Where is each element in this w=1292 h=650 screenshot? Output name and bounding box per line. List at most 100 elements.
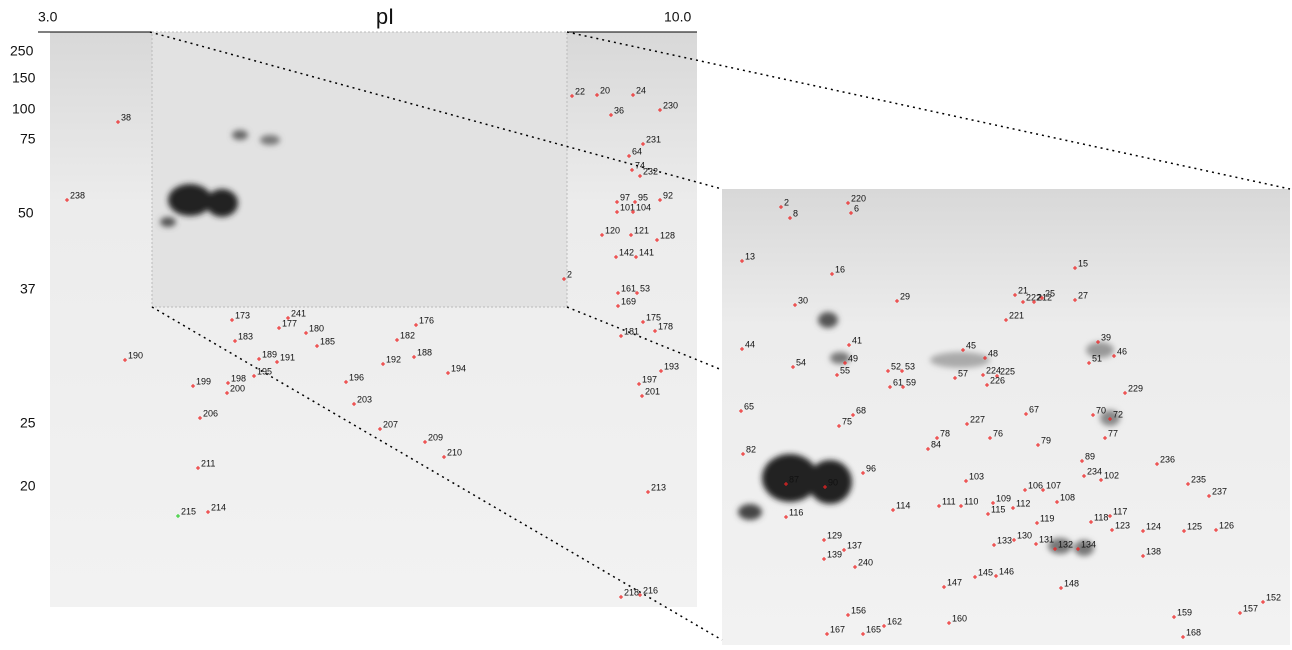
spot-label: 168 bbox=[1186, 627, 1201, 637]
spot-label: 30 bbox=[798, 295, 808, 305]
spot-label: 199 bbox=[196, 376, 211, 386]
spot-label: 67 bbox=[1029, 404, 1039, 414]
spot-label: 211 bbox=[201, 458, 215, 468]
spot-label: 218 bbox=[624, 587, 639, 597]
spot-label: 215 bbox=[181, 506, 196, 516]
inset-region bbox=[152, 32, 567, 307]
spot-label: 227 bbox=[970, 414, 985, 424]
spot-label: 180 bbox=[309, 323, 324, 333]
spot-label: 185 bbox=[320, 336, 335, 346]
spot-label: 176 bbox=[419, 315, 434, 325]
spot-label: 188 bbox=[417, 347, 432, 357]
mw-marker: 250 bbox=[10, 43, 34, 59]
spot-label: 68 bbox=[856, 405, 866, 415]
spot-label: 45 bbox=[966, 340, 976, 350]
spot-label: 70 bbox=[1096, 405, 1106, 415]
spot-label: 76 bbox=[993, 428, 1003, 438]
spot-label: 15 bbox=[1078, 258, 1088, 268]
spot-label: 141 bbox=[639, 247, 654, 257]
spot-label: 146 bbox=[999, 566, 1014, 576]
spot-label: 78 bbox=[940, 428, 950, 438]
spot-label: 114 bbox=[896, 500, 910, 510]
mw-marker: 100 bbox=[12, 101, 36, 117]
spot-label: 209 bbox=[428, 432, 443, 442]
spot-label: 48 bbox=[988, 348, 998, 358]
spot-label: 216 bbox=[643, 585, 658, 595]
spot-label: 129 bbox=[827, 530, 842, 540]
spot-label: 236 bbox=[1160, 454, 1175, 464]
spot-label: 137 bbox=[847, 540, 862, 550]
spot-label: 39 bbox=[1101, 332, 1111, 342]
spot-label: 190 bbox=[128, 350, 143, 360]
spot-label: 207 bbox=[383, 419, 398, 429]
spot-label: 102 bbox=[1104, 470, 1119, 480]
spot-label: 138 bbox=[1146, 546, 1161, 556]
spot-label: 157 bbox=[1243, 603, 1258, 613]
mw-marker: 20 bbox=[20, 478, 36, 494]
spot-label: 116 bbox=[789, 507, 803, 517]
spot-label: 130 bbox=[1017, 530, 1032, 540]
spot-label: 49 bbox=[848, 353, 858, 363]
spot-label: 36 bbox=[614, 105, 624, 115]
spot-label: 46 bbox=[1117, 346, 1127, 356]
spot-label: 203 bbox=[357, 394, 372, 404]
spot-label: 120 bbox=[605, 225, 620, 235]
spot-label: 2 bbox=[784, 197, 789, 207]
spot-label: 123 bbox=[1115, 520, 1130, 530]
mw-marker: 37 bbox=[20, 281, 36, 297]
spot-label: 198 bbox=[231, 373, 246, 383]
spot-label: 133 bbox=[997, 535, 1012, 545]
spot-label: 132 bbox=[1058, 539, 1073, 549]
spot-label: 161 bbox=[621, 283, 636, 293]
spot-label: 221 bbox=[1009, 310, 1024, 320]
spot-label: 24 bbox=[636, 85, 646, 95]
spot-label: 220 bbox=[851, 193, 866, 203]
spot-label: 167 bbox=[830, 624, 845, 634]
spot-label: 145 bbox=[978, 567, 993, 577]
spot-label: 196 bbox=[349, 372, 364, 382]
page: {"axis": {"title": "pI", "left": "3.0", … bbox=[0, 0, 1292, 645]
spot-label: 59 bbox=[906, 377, 916, 387]
spot-label: 206 bbox=[203, 408, 218, 418]
spot-label: 142 bbox=[619, 247, 634, 257]
spot-label: 77 bbox=[1108, 428, 1118, 438]
spot-label: 183 bbox=[238, 331, 253, 341]
spot-label: 181 bbox=[624, 326, 639, 336]
spot-label: 230 bbox=[663, 100, 678, 110]
spot-label: 193 bbox=[664, 361, 679, 371]
spot-label: 238 bbox=[70, 190, 85, 200]
spot-label: 226 bbox=[990, 375, 1005, 385]
spot-label: 64 bbox=[632, 146, 642, 156]
spot-label: 231 bbox=[646, 134, 661, 144]
mw-marker: 25 bbox=[20, 415, 36, 431]
spot-label: 197 bbox=[642, 374, 657, 384]
spot-label: 61 bbox=[893, 377, 903, 387]
spot-label: 159 bbox=[1177, 607, 1192, 617]
spot-label: 54 bbox=[796, 357, 806, 367]
spot-label: 20 bbox=[600, 85, 610, 95]
spot-label: 160 bbox=[952, 613, 967, 623]
spot-label: 200 bbox=[230, 383, 245, 393]
spot-label: 234 bbox=[1087, 466, 1102, 476]
spot-label: 22 bbox=[575, 86, 585, 96]
spot-label: 124 bbox=[1146, 521, 1161, 531]
spot-label: 90 bbox=[828, 477, 838, 487]
spot-label: 126 bbox=[1219, 520, 1234, 530]
spot-label: 118 bbox=[1094, 512, 1108, 522]
spot-label: 237 bbox=[1212, 486, 1227, 496]
spot-label: 195 bbox=[257, 366, 272, 376]
spot-label: 165 bbox=[866, 624, 881, 634]
spot-label: 194 bbox=[451, 363, 466, 373]
spot-label: 213 bbox=[651, 482, 666, 492]
spot-label: 25 bbox=[1045, 288, 1055, 298]
mw-marker: 75 bbox=[20, 131, 36, 147]
spot-label: 38 bbox=[121, 112, 131, 122]
spot-label: 109 bbox=[996, 493, 1011, 503]
spot-label: 173 bbox=[235, 310, 250, 320]
spot-label: 87 bbox=[789, 474, 799, 484]
spot-label: 121 bbox=[634, 225, 649, 235]
spot-label: 177 bbox=[282, 318, 297, 328]
spot-label: 156 bbox=[851, 605, 866, 615]
spot-label: 89 bbox=[1085, 451, 1095, 461]
spot-label: 103 bbox=[969, 471, 984, 481]
